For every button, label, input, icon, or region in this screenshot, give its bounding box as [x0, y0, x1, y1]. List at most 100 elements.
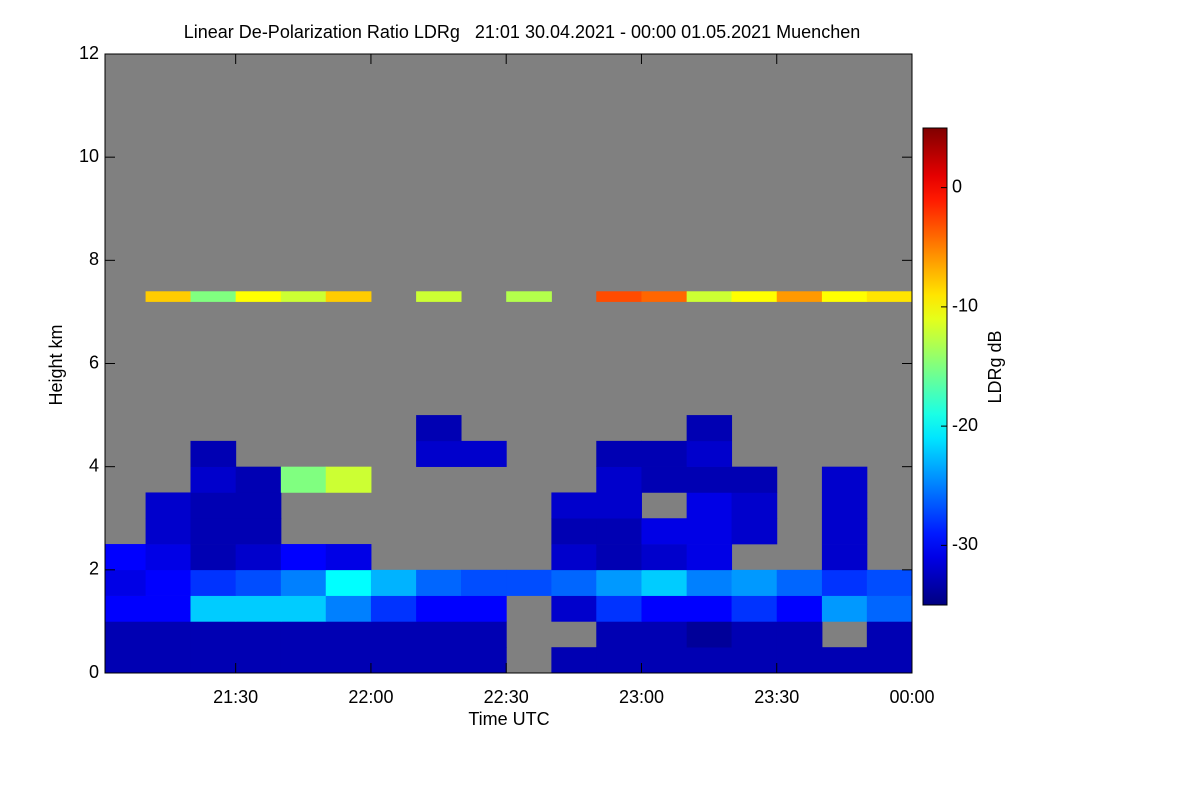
- heat-cell: [641, 544, 688, 571]
- heat-cell: [190, 291, 237, 302]
- heat-cell: [551, 492, 597, 519]
- heat-cell: [325, 569, 372, 596]
- x-tick-label: 00:00: [889, 687, 934, 707]
- heat-cell: [461, 569, 507, 596]
- heat-cell: [280, 544, 327, 571]
- heat-cell: [190, 518, 237, 545]
- heat-cell: [686, 647, 733, 674]
- colorbar: [922, 127, 948, 606]
- heat-cell: [821, 569, 868, 596]
- heat-cell: [235, 544, 282, 571]
- x-tick-label: 22:30: [484, 687, 529, 707]
- heat-cell: [551, 647, 597, 674]
- heat-cell: [596, 621, 642, 648]
- heat-cell: [776, 569, 823, 596]
- heat-cell: [686, 291, 733, 302]
- y-tick-label: 2: [89, 559, 99, 579]
- heat-cell: [325, 595, 372, 622]
- heat-cell: [731, 621, 778, 648]
- y-tick-label: 0: [89, 662, 99, 682]
- heat-cell: [461, 647, 507, 674]
- heat-cell: [686, 569, 733, 596]
- heat-cell: [235, 621, 282, 648]
- x-tick-label: 21:30: [213, 687, 258, 707]
- heat-cell: [731, 647, 778, 674]
- heat-cell: [866, 569, 913, 596]
- heat-cell: [145, 492, 191, 519]
- heat-cell: [686, 415, 733, 442]
- heat-cell: [641, 440, 688, 467]
- heat-cell: [190, 621, 237, 648]
- heat-cell: [235, 291, 282, 302]
- heat-cell: [641, 647, 688, 674]
- heat-cell: [821, 647, 868, 674]
- heat-cell: [105, 569, 147, 596]
- heat-cell: [776, 621, 823, 648]
- heat-cell: [506, 569, 552, 596]
- y-axis-label: Height km: [46, 324, 66, 405]
- heat-cell: [641, 466, 688, 493]
- colorbar-tick-label: -30: [952, 534, 978, 554]
- heat-cell: [461, 440, 507, 467]
- y-tick-label: 6: [89, 352, 99, 372]
- y-tick-label: 12: [79, 43, 99, 63]
- heat-cell: [641, 621, 688, 648]
- heat-cell: [596, 291, 642, 302]
- heat-cell: [235, 647, 282, 674]
- heat-cell: [325, 291, 372, 302]
- x-tick-label: 22:00: [348, 687, 393, 707]
- heat-cell: [551, 569, 597, 596]
- heat-cell: [686, 492, 733, 519]
- heat-cell: [731, 569, 778, 596]
- heat-cell: [551, 595, 597, 622]
- heat-cell: [686, 595, 733, 622]
- heat-cell: [235, 595, 282, 622]
- heat-cell: [596, 544, 642, 571]
- colorbar-label: LDRg dB: [985, 330, 1005, 403]
- heat-cell: [686, 440, 733, 467]
- heat-cell: [416, 291, 462, 302]
- x-axis-label: Time UTC: [468, 709, 549, 729]
- heat-cell: [641, 291, 688, 302]
- heat-cell: [190, 569, 237, 596]
- heat-cell: [280, 466, 327, 493]
- heat-cell: [821, 595, 868, 622]
- heat-cell: [596, 647, 642, 674]
- heat-cell: [731, 466, 778, 493]
- heat-cell: [235, 466, 282, 493]
- heat-cell: [105, 647, 147, 674]
- heat-cell: [145, 518, 191, 545]
- y-tick-label: 10: [79, 146, 99, 166]
- colorbar-tick-label: -10: [952, 296, 978, 316]
- heat-cell: [821, 291, 868, 302]
- heat-cell: [145, 291, 191, 302]
- heat-cell: [551, 518, 597, 545]
- heat-cell: [686, 518, 733, 545]
- heat-cell: [776, 595, 823, 622]
- heat-cell: [821, 492, 868, 519]
- heat-cell: [596, 492, 642, 519]
- heat-cell: [370, 647, 417, 674]
- heat-cell: [686, 621, 733, 648]
- heat-cell: [596, 440, 642, 467]
- heat-cell: [370, 569, 417, 596]
- heat-cell: [596, 569, 642, 596]
- heat-cell: [235, 569, 282, 596]
- heat-cell: [596, 595, 642, 622]
- heat-cell: [280, 647, 327, 674]
- heat-cell: [596, 466, 642, 493]
- colorbar-tick-label: 0: [952, 176, 962, 196]
- heat-cell: [776, 647, 823, 674]
- heat-cell: [731, 518, 778, 545]
- heat-cell: [235, 492, 282, 519]
- y-tick-label: 8: [89, 249, 99, 269]
- heat-cell: [641, 595, 688, 622]
- heat-cell: [866, 595, 913, 622]
- heat-cell: [145, 595, 191, 622]
- heat-cell: [105, 595, 147, 622]
- x-tick-label: 23:30: [754, 687, 799, 707]
- heat-cell: [235, 518, 282, 545]
- heat-cell: [641, 569, 688, 596]
- heat-cell: [866, 647, 913, 674]
